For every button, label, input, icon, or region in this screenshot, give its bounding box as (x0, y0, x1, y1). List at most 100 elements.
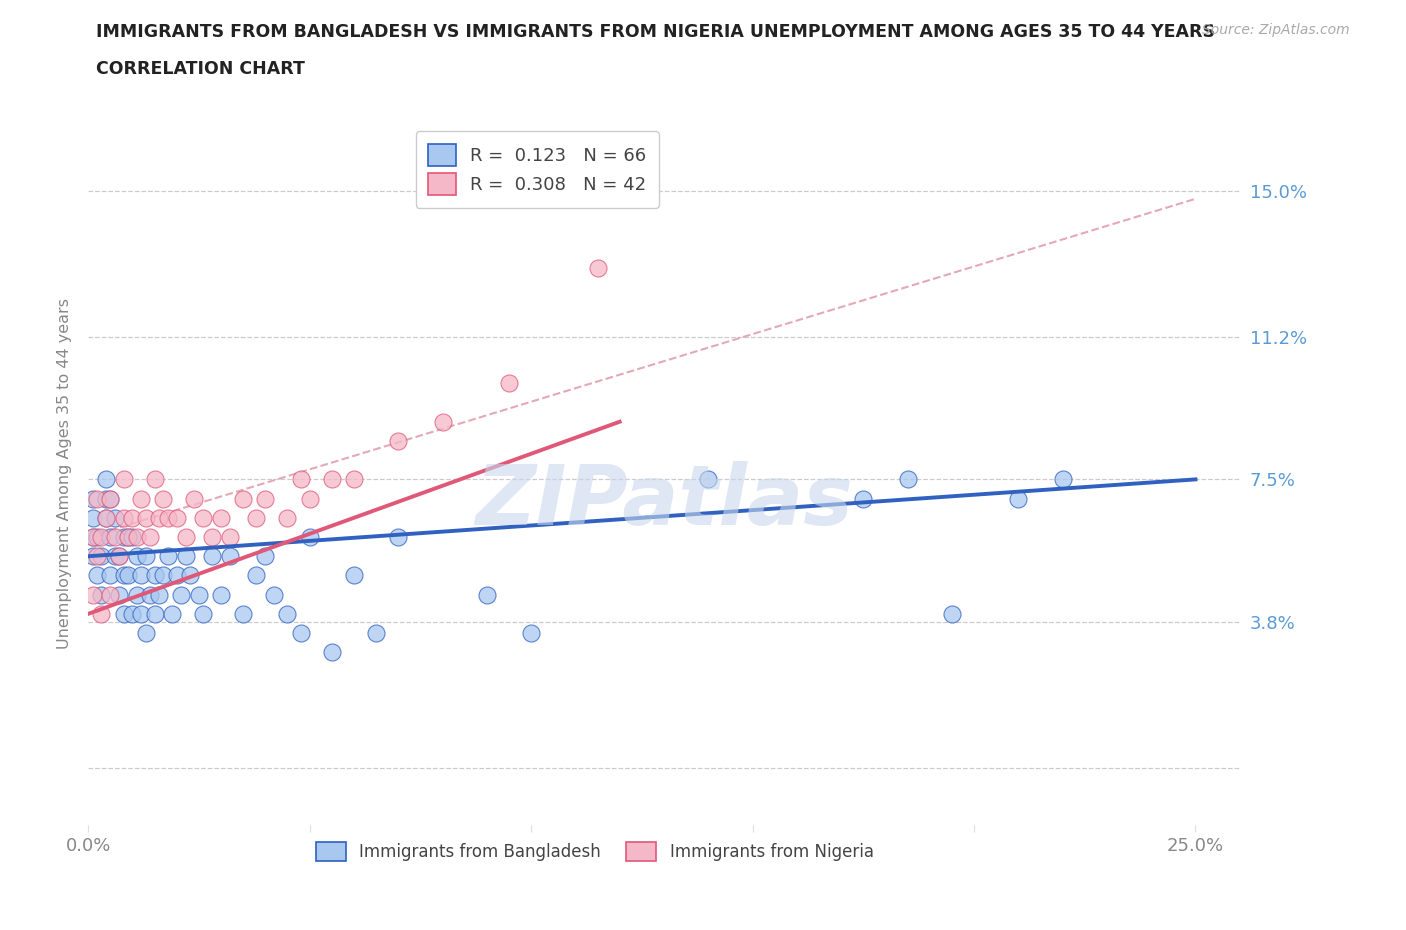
Point (90, 587, 112, 602)
Point (364, 626, 387, 641)
Point (697, 472, 720, 486)
Point (94, 491, 117, 506)
Point (174, 549, 197, 564)
Point (104, 549, 127, 564)
Point (98, 587, 121, 602)
Point (139, 529, 162, 544)
Point (209, 511, 232, 525)
Point (852, 491, 875, 506)
Point (98, 568, 121, 583)
Point (98, 491, 121, 506)
Point (98, 491, 121, 506)
Point (897, 472, 920, 486)
Point (135, 626, 157, 641)
Point (139, 587, 162, 602)
Point (152, 491, 174, 506)
Point (112, 529, 135, 544)
Point (117, 529, 139, 544)
Point (387, 433, 409, 448)
Point (135, 511, 157, 525)
Point (432, 414, 454, 429)
Point (170, 587, 193, 602)
Point (90, 529, 112, 544)
Point (131, 491, 153, 506)
Point (135, 549, 157, 564)
Point (193, 511, 215, 525)
Point (86, 549, 108, 564)
Point (94, 511, 117, 525)
Point (156, 549, 179, 564)
Point (112, 472, 135, 486)
Point (108, 549, 131, 564)
Point (148, 587, 170, 602)
Point (166, 568, 188, 583)
Point (263, 587, 285, 602)
Point (941, 606, 963, 621)
Point (94, 511, 117, 525)
Point (82, 511, 104, 525)
Point (1007, 491, 1029, 506)
Legend: Immigrants from Bangladesh, Immigrants from Nigeria: Immigrants from Bangladesh, Immigrants f… (309, 835, 880, 868)
Point (201, 549, 224, 564)
Point (276, 511, 298, 525)
Point (112, 568, 135, 583)
Point (298, 491, 321, 506)
Point (156, 511, 179, 525)
Point (90, 606, 112, 621)
Point (121, 511, 143, 525)
Text: IMMIGRANTS FROM BANGLADESH VS IMMIGRANTS FROM NIGERIA UNEMPLOYMENT AMONG AGES 35: IMMIGRANTS FROM BANGLADESH VS IMMIGRANTS… (96, 23, 1215, 41)
Point (387, 529, 409, 544)
Point (108, 587, 131, 602)
Point (498, 376, 520, 391)
Point (112, 511, 135, 525)
Point (254, 491, 277, 506)
Point (254, 549, 277, 564)
Text: ZIPatlas: ZIPatlas (475, 461, 853, 542)
Point (125, 529, 148, 544)
Point (143, 472, 166, 486)
Point (1052, 472, 1074, 486)
Point (131, 606, 153, 621)
Point (162, 606, 184, 621)
Point (143, 606, 166, 621)
Point (276, 606, 298, 621)
Point (152, 568, 174, 583)
Point (82, 491, 104, 506)
Point (183, 491, 205, 506)
Point (112, 606, 135, 621)
Point (148, 511, 170, 525)
Point (586, 260, 609, 275)
Text: CORRELATION CHART: CORRELATION CHART (96, 60, 305, 78)
Point (179, 568, 201, 583)
Point (298, 529, 321, 544)
Point (166, 511, 188, 525)
Point (321, 644, 343, 659)
Point (209, 587, 232, 602)
Text: Source: ZipAtlas.com: Source: ZipAtlas.com (1202, 23, 1350, 37)
Point (117, 529, 139, 544)
Point (82, 587, 104, 602)
Point (82, 529, 104, 544)
Point (219, 529, 242, 544)
Point (104, 529, 127, 544)
Point (82, 549, 104, 564)
Point (143, 568, 166, 583)
Point (94, 472, 117, 486)
Point (121, 529, 143, 544)
Point (90, 549, 112, 564)
Y-axis label: Unemployment Among Ages 35 to 44 years: Unemployment Among Ages 35 to 44 years (58, 299, 72, 649)
Point (232, 491, 254, 506)
Point (290, 626, 312, 641)
Point (290, 472, 312, 486)
Point (86, 529, 108, 544)
Point (201, 529, 224, 544)
Point (82, 529, 104, 544)
Point (245, 568, 267, 583)
Point (343, 568, 366, 583)
Point (520, 626, 543, 641)
Point (125, 587, 148, 602)
Point (86, 568, 108, 583)
Point (86, 491, 108, 506)
Point (108, 549, 131, 564)
Point (475, 587, 498, 602)
